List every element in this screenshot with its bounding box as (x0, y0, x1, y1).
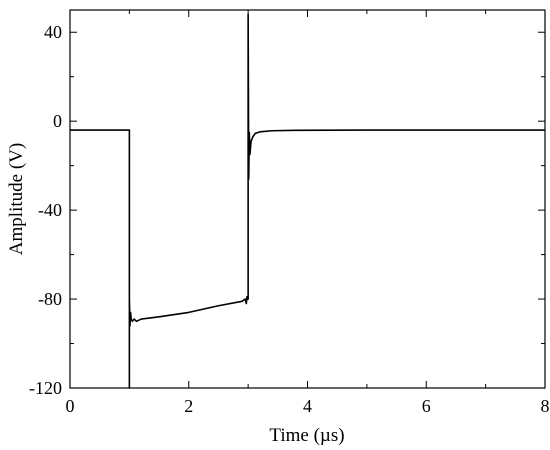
x-tick-label: 2 (184, 396, 193, 416)
x-tick-label: 0 (66, 396, 75, 416)
series-layer (70, 13, 545, 389)
x-tick-label: 4 (303, 396, 312, 416)
x-axis-title: Time (µs) (269, 425, 344, 446)
y-axis-title: Amplitude (V) (6, 143, 27, 255)
ticks-layer: 0 2 4 6 8 40 0 -40 -80 -120 (29, 10, 550, 416)
y-tick-label: 40 (44, 22, 62, 42)
y-tick-label: -80 (38, 289, 62, 309)
y-tick-label: 0 (53, 111, 62, 131)
y-tick-label: -120 (29, 378, 62, 398)
y-tick-label: -40 (38, 200, 62, 220)
plot-frame (69, 9, 546, 389)
series-line (70, 13, 545, 389)
x-tick-label: 6 (422, 396, 431, 416)
x-tick-label: 8 (541, 396, 550, 416)
